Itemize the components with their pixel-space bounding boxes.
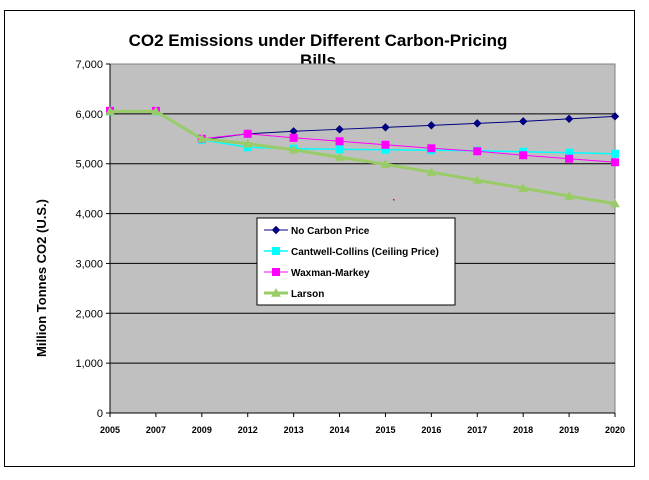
series-marker: [473, 119, 482, 128]
x-tick-label: 2012: [238, 425, 258, 435]
legend-item: Larson: [264, 287, 324, 300]
stray-dot: [393, 199, 395, 201]
series-marker: [243, 129, 252, 138]
x-tick-label: 2016: [421, 425, 441, 435]
y-axis-ticks: 0 1,000 2,000 3,000 4,000 5,000 6,000 7,000: [75, 59, 111, 420]
y-tick-label: 7,000: [75, 59, 103, 71]
x-tick-label: 2017: [467, 425, 487, 435]
series-marker: [427, 144, 436, 153]
series-marker: [519, 151, 528, 160]
legend-label: Larson: [291, 289, 324, 300]
series-marker: [335, 137, 344, 146]
series-marker: [272, 247, 280, 255]
series-marker: [564, 191, 574, 200]
series-marker: [288, 144, 299, 154]
x-tick-label: 2005: [100, 425, 120, 435]
legend-item: No Carbon Price: [264, 225, 370, 237]
series-marker: [610, 198, 620, 208]
y-tick-label: 5,000: [75, 159, 103, 171]
legend-label: Waxman-Markey: [291, 268, 370, 279]
series-marker: [335, 125, 344, 134]
series-marker: [271, 225, 281, 235]
series-marker: [380, 159, 391, 168]
series-marker: [611, 149, 619, 158]
series-larson: [105, 106, 620, 208]
x-tick-label: 2009: [192, 425, 212, 435]
x-axis-ticks: 2005 2007 2009 2012 2013 2014 2015 2016 2017 2018…: [100, 412, 625, 435]
legend-label: Cantwell-Collins (Ceiling Price): [291, 247, 439, 258]
series-marker: [242, 138, 253, 148]
x-tick-label: 2013: [284, 425, 304, 435]
series-marker: [611, 158, 619, 167]
y-tick-label: 4,000: [75, 209, 103, 221]
series-marker: [335, 145, 344, 154]
series-marker: [564, 114, 574, 124]
y-tick-label: 0: [97, 408, 103, 420]
series-marker: [196, 133, 207, 143]
x-tick-label: 2020: [605, 425, 625, 435]
series-marker: [610, 112, 620, 121]
x-tick-label: 2019: [559, 425, 579, 435]
y-tick-label: 6,000: [75, 109, 103, 121]
x-tick-label: 2015: [375, 425, 395, 435]
series-line: [110, 109, 616, 206]
series-marker: [381, 140, 390, 149]
series-marker: [473, 147, 482, 156]
series-marker: [151, 106, 161, 116]
legend: No Carbon Price Cantwell-Collins (Ceiling…: [256, 217, 456, 306]
series-marker: [105, 106, 115, 116]
legend-label: No Carbon Price: [291, 226, 370, 237]
y-axis-label: Million Tonnes CO2 (U.S.): [34, 199, 49, 357]
x-tick-label: 2007: [146, 425, 166, 435]
chart-title-line1: CO2 Emissions under Different Carbon-Pri…: [129, 31, 508, 50]
series-marker: [518, 117, 528, 126]
y-tick-label: 2,000: [75, 308, 103, 320]
series-marker: [381, 123, 390, 132]
series-marker: [334, 152, 345, 161]
series-marker: [518, 183, 529, 192]
series-marker: [272, 268, 280, 276]
series-marker: [271, 287, 281, 297]
x-tick-label: 2018: [513, 425, 533, 435]
legend-item: Waxman-Markey: [264, 268, 370, 279]
series-marker: [565, 154, 574, 163]
x-tick-label: 2014: [330, 425, 350, 435]
y-tick-label: 1,000: [75, 358, 103, 370]
legend-box: [256, 217, 456, 306]
legend-item: Cantwell-Collins (Ceiling Price): [264, 247, 439, 258]
series-marker: [472, 175, 483, 184]
series-marker: [289, 133, 298, 142]
series-marker: [426, 167, 437, 176]
series-lines: [105, 106, 620, 208]
y-tick-label: 3,000: [75, 258, 103, 270]
series-marker: [427, 121, 436, 130]
